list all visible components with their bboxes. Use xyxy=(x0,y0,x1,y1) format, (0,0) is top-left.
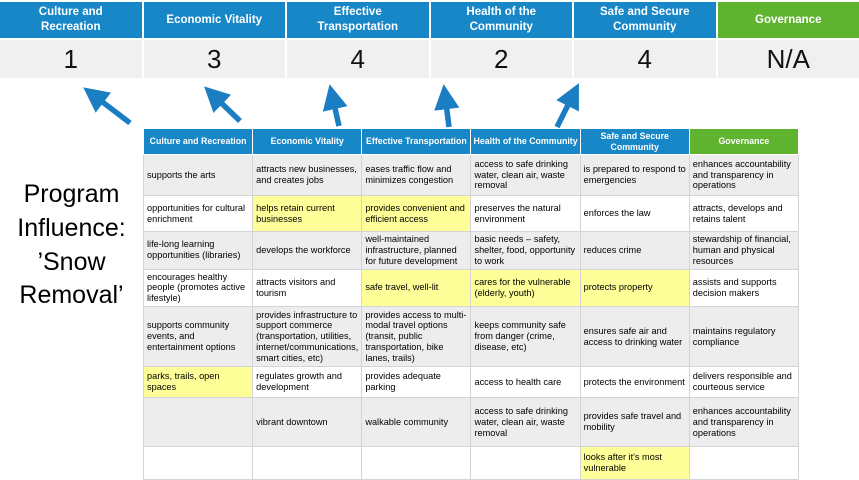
matrix-cell xyxy=(144,447,253,480)
scorecard-header: Culture and Recreation xyxy=(0,2,142,38)
scorecard-score: 3 xyxy=(144,40,286,78)
matrix-cell xyxy=(471,447,580,480)
up-arrow-icon xyxy=(92,94,130,123)
matrix-cell: attracts new businesses, and creates job… xyxy=(253,155,362,196)
up-arrow-icon xyxy=(212,94,240,121)
up-arrow-icon xyxy=(557,93,574,127)
matrix-cell: basic needs – safety, shelter, food, opp… xyxy=(471,232,580,270)
matrix-cell: access to health care xyxy=(471,367,580,398)
matrix-cell: supports community events, and entertain… xyxy=(144,307,253,367)
table-row: looks after it's most vulnerable xyxy=(144,447,799,480)
matrix-header-cell: Health of the Community xyxy=(471,129,580,155)
matrix-cell: access to safe drinking water, clean air… xyxy=(471,398,580,447)
matrix-header-cell: Economic Vitality xyxy=(253,129,362,155)
matrix-cell: protects property xyxy=(580,269,689,307)
matrix-cell: ensures safe air and access to drinking … xyxy=(580,307,689,367)
up-arrow-icon xyxy=(445,95,449,127)
matrix-cell: encourages healthy people (promotes acti… xyxy=(144,269,253,307)
matrix-cell: provides adequate parking xyxy=(362,367,471,398)
matrix-cell: access to safe drinking water, clean air… xyxy=(471,155,580,196)
scorecard-score: N/A xyxy=(718,40,859,78)
matrix-cell: enhances accountability and transparency… xyxy=(689,398,798,447)
matrix-header-cell: Safe and Secure Community xyxy=(580,129,689,155)
matrix-cell: vibrant downtown xyxy=(253,398,362,447)
matrix-cell: is prepared to respond to emergencies xyxy=(580,155,689,196)
matrix-cell: helps retain current businesses xyxy=(253,196,362,232)
matrix-cell: provides infrastructure to support comme… xyxy=(253,307,362,367)
table-row: life-long learning opportunities (librar… xyxy=(144,232,799,270)
matrix-cell xyxy=(362,447,471,480)
matrix-header-cell: Effective Transportation xyxy=(362,129,471,155)
matrix-cell: keeps community safe from danger (crime,… xyxy=(471,307,580,367)
matrix-cell: parks, trails, open spaces xyxy=(144,367,253,398)
matrix-cell: attracts, develops and retains talent xyxy=(689,196,798,232)
table-row: supports community events, and entertain… xyxy=(144,307,799,367)
scorecard-score: 1 xyxy=(0,40,142,78)
matrix-cell: well-maintained infrastructure, planned … xyxy=(362,232,471,270)
matrix-cell: cares for the vulnerable (elderly, youth… xyxy=(471,269,580,307)
matrix-cell: safe travel, well-lit xyxy=(362,269,471,307)
matrix-cell: provides safe travel and mobility xyxy=(580,398,689,447)
scorecard-header: Health of the Community xyxy=(431,2,573,38)
table-row: encourages healthy people (promotes acti… xyxy=(144,269,799,307)
matrix-cell: attracts visitors and tourism xyxy=(253,269,362,307)
matrix-cell: looks after it's most vulnerable xyxy=(580,447,689,480)
matrix-cell: regulates growth and development xyxy=(253,367,362,398)
matrix-cell: provides access to multi-modal travel op… xyxy=(362,307,471,367)
scorecard-score: 4 xyxy=(287,40,429,78)
matrix-cell xyxy=(689,447,798,480)
matrix-cell: stewardship of financial, human and phys… xyxy=(689,232,798,270)
matrix-cell: opportunities for cultural enrichment xyxy=(144,196,253,232)
up-arrow-icon xyxy=(332,95,339,126)
matrix-cell: develops the workforce xyxy=(253,232,362,270)
matrix-cell: supports the arts xyxy=(144,155,253,196)
scorecard-header: Economic Vitality xyxy=(144,2,286,38)
matrix-header-cell: Governance xyxy=(689,129,798,155)
matrix-cell: provides convenient and efficient access xyxy=(362,196,471,232)
scorecard-score: 2 xyxy=(431,40,573,78)
matrix-cell: assists and supports decision makers xyxy=(689,269,798,307)
matrix-cell: preserves the natural environment xyxy=(471,196,580,232)
scorecard-header: Effective Transportation xyxy=(287,2,429,38)
matrix-cell: reduces crime xyxy=(580,232,689,270)
matrix-cell: enhances accountability and transparency… xyxy=(689,155,798,196)
matrix-cell: life-long learning opportunities (librar… xyxy=(144,232,253,270)
program-influence-label: Program Influence: ’Snow Removal’ xyxy=(0,178,143,313)
matrix-cell: eases traffic flow and minimizes congest… xyxy=(362,155,471,196)
scorecard-header: Governance xyxy=(718,2,859,38)
matrix-cell xyxy=(253,447,362,480)
influence-arrows xyxy=(0,80,859,130)
matrix-cell: walkable community xyxy=(362,398,471,447)
matrix-cell: protects the environment xyxy=(580,367,689,398)
matrix-cell: delivers responsible and courteous servi… xyxy=(689,367,798,398)
matrix-cell: maintains regulatory compliance xyxy=(689,307,798,367)
scorecard-header: Safe and Secure Community xyxy=(574,2,716,38)
matrix-header-cell: Culture and Recreation xyxy=(144,129,253,155)
scorecard-score: 4 xyxy=(574,40,716,78)
matrix-cell xyxy=(144,398,253,447)
matrix-cell: enforces the law xyxy=(580,196,689,232)
